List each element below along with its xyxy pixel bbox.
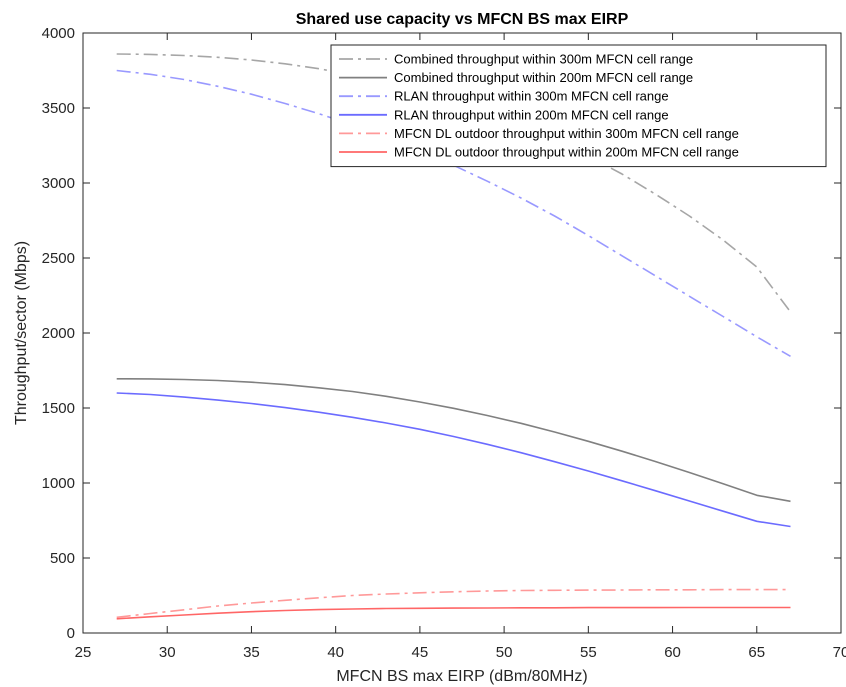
x-tick-label: 30 bbox=[159, 644, 176, 661]
legend-label-3: RLAN throughput within 300m MFCN cell ra… bbox=[394, 89, 669, 104]
x-tick-label: 65 bbox=[748, 644, 765, 661]
series-line-2 bbox=[116, 377, 791, 503]
x-tick-label: 60 bbox=[664, 644, 681, 661]
legend-label-5: MFCN DL outdoor throughput within 300m M… bbox=[394, 126, 739, 141]
legend-box bbox=[330, 44, 827, 168]
y-axis-label: Throughput/sector (Mbps) bbox=[13, 241, 30, 425]
legend-label-4: RLAN throughput within 200m MFCN cell ra… bbox=[394, 107, 669, 122]
y-tick-label: 4000 bbox=[42, 25, 75, 42]
x-tick-label: 45 bbox=[412, 644, 429, 661]
series-line-1 bbox=[116, 53, 792, 313]
y-tick-label: 1500 bbox=[42, 400, 75, 417]
y-tick-label: 3000 bbox=[42, 175, 75, 192]
x-tick-label: 50 bbox=[496, 644, 513, 661]
y-tick-label: 2000 bbox=[42, 325, 75, 342]
series-line-4 bbox=[116, 392, 791, 528]
x-tick-label: 35 bbox=[243, 644, 260, 661]
y-tick-label: 2500 bbox=[42, 250, 75, 267]
x-tick-label: 25 bbox=[75, 644, 92, 661]
chart-title: Shared use capacity vs MFCN BS max EIRP bbox=[296, 11, 629, 28]
x-tick-label: 40 bbox=[327, 644, 344, 661]
x-tick-label: 70 bbox=[833, 644, 846, 661]
legend-label-1: Combined throughput within 300m MFCN cel… bbox=[394, 52, 693, 67]
legend: Combined throughput within 300m MFCN cel… bbox=[330, 44, 827, 168]
series-line-6 bbox=[116, 606, 791, 620]
x-axis-label: MFCN BS max EIRP (dBm/80MHz) bbox=[336, 668, 587, 685]
series-line-5 bbox=[116, 588, 791, 619]
y-tick-label: 1000 bbox=[42, 475, 75, 492]
y-tick-label: 3500 bbox=[42, 100, 75, 117]
legend-label-2: Combined throughput within 200m MFCN cel… bbox=[394, 70, 693, 85]
legend-label-6: MFCN DL outdoor throughput within 200m M… bbox=[394, 145, 739, 160]
y-tick-label: 500 bbox=[50, 550, 75, 567]
x-axis: 25 30 35 40 45 50 55 60 65 70 bbox=[75, 33, 846, 661]
y-axis: 0 500 1000 1500 2000 2500 3000 3500 4000 bbox=[42, 25, 841, 642]
y-tick-label: 0 bbox=[67, 625, 75, 642]
x-tick-label: 55 bbox=[580, 644, 597, 661]
